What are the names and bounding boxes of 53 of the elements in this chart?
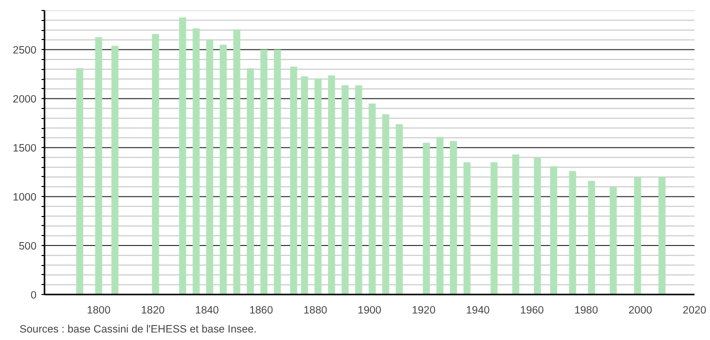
bar xyxy=(342,85,349,294)
bar xyxy=(436,136,444,294)
bar xyxy=(634,177,642,294)
x-tick-label: 1980 xyxy=(574,304,598,316)
x-tick-label: 1860 xyxy=(249,304,274,316)
bar xyxy=(534,158,541,294)
x-tick-label: 1840 xyxy=(195,304,219,316)
x-tick-label: 1900 xyxy=(358,304,382,316)
bar xyxy=(328,75,336,294)
bar xyxy=(512,154,520,294)
bar xyxy=(179,17,186,294)
bar xyxy=(300,76,308,294)
x-tick-label: 2020 xyxy=(682,304,706,316)
bar xyxy=(246,68,254,294)
y-tick-label: 0 xyxy=(30,290,37,302)
bar xyxy=(610,187,617,294)
bar xyxy=(111,46,118,294)
bar xyxy=(382,114,390,294)
bar xyxy=(396,124,403,294)
x-tick-label: 1820 xyxy=(140,304,165,316)
x-tick-label: 1920 xyxy=(412,304,436,316)
bar xyxy=(550,166,558,294)
bar xyxy=(450,141,457,294)
y-tick-label: 500 xyxy=(18,240,37,253)
bar xyxy=(490,162,498,294)
bar xyxy=(569,171,576,294)
x-tick-label: 1800 xyxy=(86,304,111,316)
bar xyxy=(290,66,298,294)
y-tick-label: 1000 xyxy=(12,192,37,204)
x-tick-label: 1880 xyxy=(303,304,328,316)
bar xyxy=(220,44,227,294)
bar xyxy=(314,78,322,294)
y-tick-label: 2500 xyxy=(12,44,37,57)
bar xyxy=(422,142,430,294)
bar xyxy=(368,104,376,294)
y-tick-label: 2000 xyxy=(12,94,37,106)
x-tick-label: 1960 xyxy=(520,304,544,316)
bar xyxy=(274,50,281,294)
bar xyxy=(355,85,362,294)
bar xyxy=(463,162,471,294)
x-tick-label: 1940 xyxy=(466,304,490,316)
bar xyxy=(76,68,84,294)
bar xyxy=(206,39,214,294)
bar xyxy=(192,28,200,294)
bar xyxy=(588,180,596,294)
bar xyxy=(658,177,666,294)
x-tick-label: 2000 xyxy=(628,304,652,316)
bar xyxy=(233,29,240,294)
bar xyxy=(260,50,268,294)
source-note: Sources : base Cassini de l'EHESS et base Insee. xyxy=(20,324,257,336)
bar xyxy=(152,34,160,294)
y-tick-label: 1500 xyxy=(12,142,37,155)
bar xyxy=(95,37,102,294)
